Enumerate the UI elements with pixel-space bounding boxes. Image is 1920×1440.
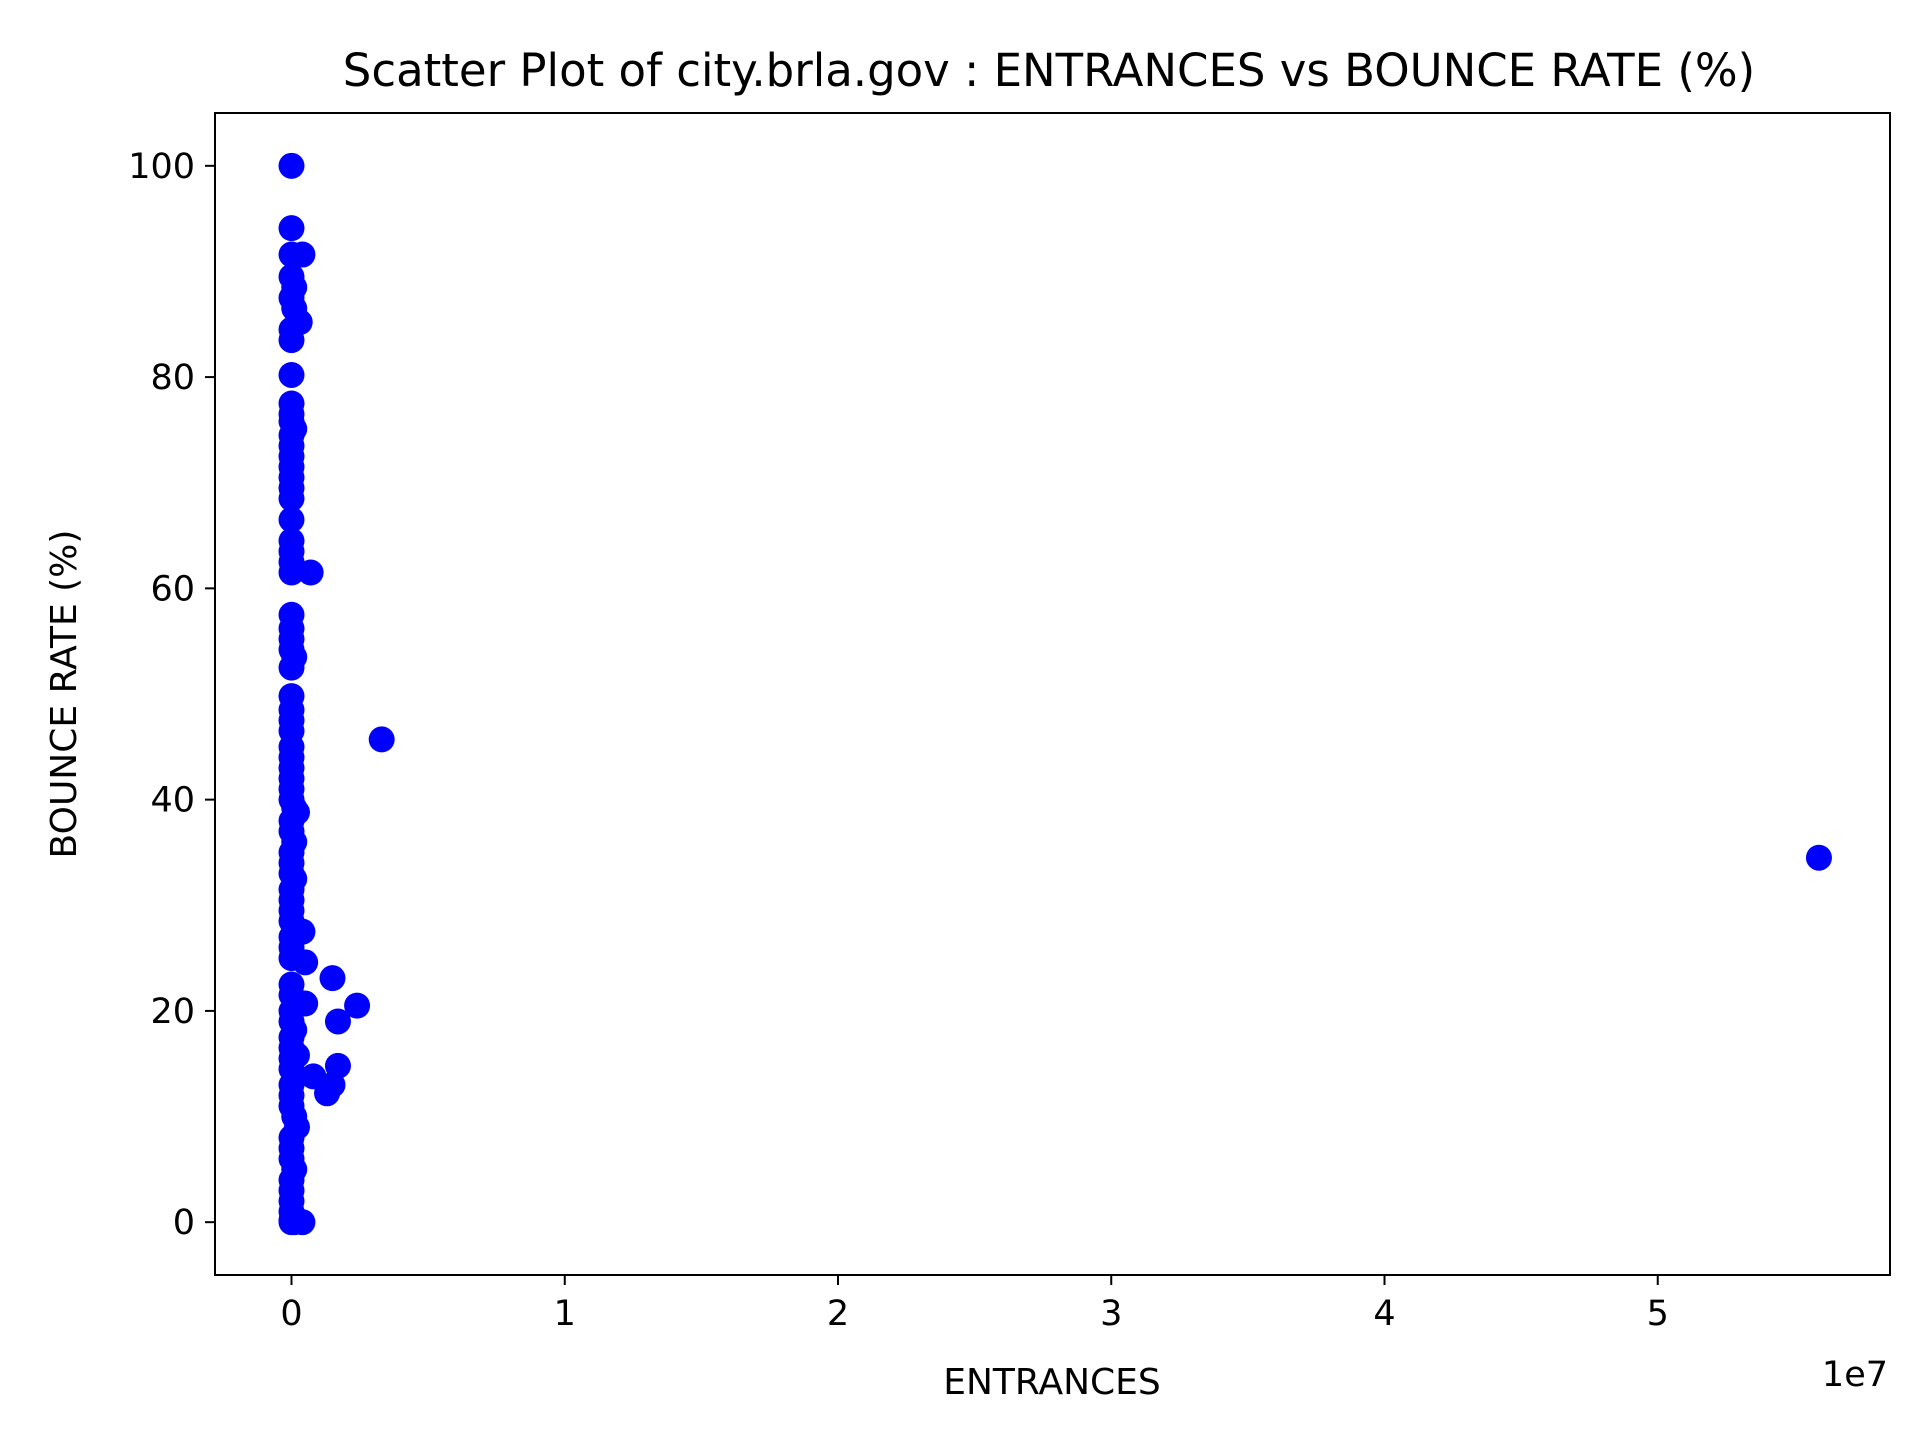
- chart-title: Scatter Plot of city.brla.gov : ENTRANCE…: [343, 44, 1755, 97]
- y-tick-label-60: 60: [150, 569, 195, 609]
- y-tick-label-100: 100: [128, 147, 195, 187]
- scatter-point-28: [297, 559, 324, 586]
- scatter-point-34: [278, 654, 305, 681]
- scatter-point-11: [278, 361, 305, 388]
- x-axis-ticks: 0 1 2 3 4 5: [280, 1275, 1669, 1334]
- x-tick-label-5: 5: [1647, 1294, 1669, 1334]
- scatter-point-39: [368, 726, 395, 753]
- x-tick-label-3: 3: [1100, 1294, 1122, 1334]
- points-layer: [278, 152, 1832, 1236]
- scatter-point-99: [1805, 844, 1832, 871]
- x-tick-label-0: 0: [280, 1294, 302, 1334]
- scatter-point-10: [278, 327, 305, 354]
- y-tick-label-20: 20: [150, 992, 195, 1032]
- x-axis-label: ENTRANCES: [943, 1362, 1161, 1403]
- x-tick-label-2: 2: [827, 1294, 849, 1334]
- scatter-point-3: [289, 241, 316, 268]
- scatter-point-64: [319, 965, 346, 992]
- y-axis-label: BOUNCE RATE (%): [44, 530, 85, 859]
- x-tick-label-4: 4: [1373, 1294, 1395, 1334]
- x-axis-offset-label: 1e7: [1822, 1355, 1888, 1395]
- scatter-point-23: [278, 506, 305, 533]
- scatter-point-98: [289, 1209, 316, 1236]
- scatter-point-22: [278, 485, 305, 512]
- y-axis-ticks: 0 20 40 60 80 100: [128, 147, 215, 1243]
- scatter-point-0: [278, 152, 305, 179]
- scatter-point-27: [278, 559, 305, 586]
- scatter-point-82: [314, 1080, 341, 1107]
- y-tick-label-0: 0: [173, 1203, 195, 1243]
- x-tick-label-1: 1: [554, 1294, 576, 1334]
- y-tick-label-40: 40: [150, 781, 195, 821]
- scatter-point-71: [324, 1008, 351, 1035]
- y-tick-label-80: 80: [150, 358, 195, 398]
- scatter-point-68: [344, 992, 371, 1019]
- plot-frame: [214, 112, 1891, 1276]
- scatter-point-1: [278, 215, 305, 242]
- scatter-point-63: [292, 949, 319, 976]
